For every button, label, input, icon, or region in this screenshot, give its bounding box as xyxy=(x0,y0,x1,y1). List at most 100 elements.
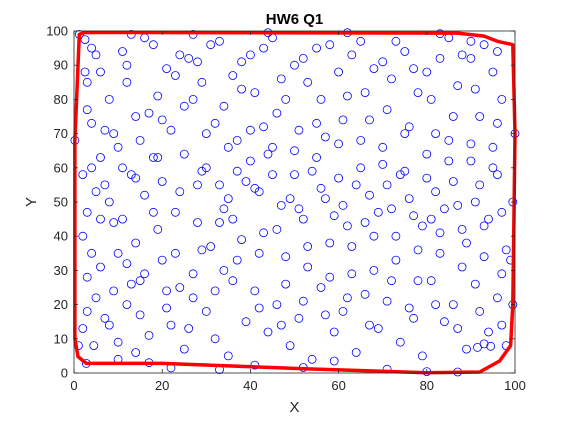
data-point xyxy=(113,248,123,258)
data-point xyxy=(148,207,158,217)
data-point xyxy=(466,156,476,166)
data-point xyxy=(298,296,308,306)
data-point xyxy=(241,317,251,327)
data-point xyxy=(492,118,502,128)
data-point xyxy=(444,135,454,145)
data-point xyxy=(298,54,308,63)
x-tick-label: 80 xyxy=(420,378,434,393)
data-point xyxy=(272,108,282,118)
data-point xyxy=(497,269,507,279)
data-point xyxy=(215,180,224,190)
data-point xyxy=(197,166,207,176)
data-point xyxy=(82,272,92,282)
data-point xyxy=(391,231,401,241)
data-point xyxy=(206,40,216,50)
data-point xyxy=(391,36,401,46)
data-point xyxy=(360,289,370,299)
data-point xyxy=(118,214,127,224)
data-point xyxy=(281,279,291,289)
data-point xyxy=(157,255,167,265)
data-point xyxy=(175,187,185,197)
data-point xyxy=(91,187,101,197)
data-point xyxy=(148,40,158,50)
data-point xyxy=(488,67,498,77)
data-point xyxy=(109,286,119,296)
data-point xyxy=(87,43,96,53)
data-point xyxy=(387,204,396,214)
y-tick-label: 40 xyxy=(54,229,68,244)
data-point xyxy=(82,207,92,217)
x-tick-label: 100 xyxy=(504,378,526,393)
data-point xyxy=(294,204,304,214)
data-point xyxy=(290,170,299,180)
data-point xyxy=(320,194,330,204)
data-point xyxy=(453,200,463,210)
data-point xyxy=(342,221,352,231)
data-point xyxy=(501,245,511,255)
data-point xyxy=(342,91,352,101)
data-point xyxy=(294,313,304,323)
x-axis: 0 20 40 60 80 100 xyxy=(70,31,526,393)
data-point xyxy=(188,293,198,303)
data-point xyxy=(417,221,427,231)
data-point xyxy=(276,200,286,210)
data-point xyxy=(413,245,423,255)
y-tick-label: 90 xyxy=(54,58,68,73)
data-point xyxy=(188,269,198,279)
data-point xyxy=(400,47,410,56)
data-point xyxy=(91,293,101,303)
data-point xyxy=(153,91,163,101)
data-point xyxy=(435,248,445,258)
data-point xyxy=(162,286,172,296)
data-point xyxy=(400,166,410,176)
data-point xyxy=(351,348,361,357)
data-point xyxy=(466,139,476,149)
data-point xyxy=(329,356,339,366)
x-tick-label: 60 xyxy=(331,378,345,393)
data-point xyxy=(237,235,247,245)
x-tick-label: 0 xyxy=(70,378,77,393)
data-point xyxy=(126,279,136,289)
data-point xyxy=(131,348,141,357)
data-point xyxy=(466,36,476,46)
data-point xyxy=(426,95,436,104)
data-point xyxy=(188,30,198,39)
data-point xyxy=(259,228,269,238)
y-tick-label: 30 xyxy=(54,263,68,278)
data-point xyxy=(263,327,273,337)
data-point xyxy=(272,224,282,234)
data-point xyxy=(338,306,348,316)
data-point xyxy=(122,60,132,70)
data-point xyxy=(179,149,189,159)
data-point xyxy=(100,180,110,190)
data-point xyxy=(431,187,441,197)
data-point xyxy=(462,344,471,354)
data-point xyxy=(122,77,132,87)
data-point xyxy=(82,77,92,87)
data-point xyxy=(131,173,141,183)
data-point xyxy=(80,35,90,44)
data-point xyxy=(347,242,357,251)
data-point xyxy=(232,166,242,176)
data-point xyxy=(462,238,471,248)
data-point xyxy=(232,255,242,265)
y-tick-label: 20 xyxy=(54,297,68,312)
data-point xyxy=(87,248,96,258)
data-point xyxy=(486,341,496,351)
data-point xyxy=(356,135,366,145)
y-tick-label: 80 xyxy=(54,92,68,107)
data-point xyxy=(104,95,114,104)
data-point xyxy=(325,272,335,282)
data-point xyxy=(206,242,216,251)
data-point xyxy=(391,255,401,265)
data-point xyxy=(126,170,136,180)
data-point xyxy=(276,74,286,84)
data-point xyxy=(492,293,502,303)
data-point xyxy=(365,190,374,200)
data-point xyxy=(201,306,211,316)
data-point xyxy=(365,320,374,330)
y-tick-label: 10 xyxy=(54,331,68,346)
data-point xyxy=(250,183,260,193)
data-point xyxy=(193,180,202,190)
data-point xyxy=(166,125,176,135)
